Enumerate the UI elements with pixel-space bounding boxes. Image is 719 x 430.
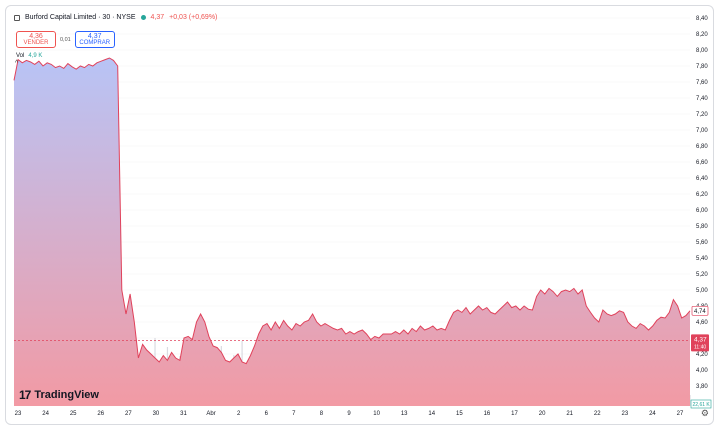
volume-label: Vol xyxy=(16,53,25,59)
y-tick-label: 5,60 xyxy=(696,240,708,246)
y-tick-label: 6,80 xyxy=(696,144,708,150)
countdown-value: 11:40 xyxy=(694,344,706,350)
y-tick-label: 3,80 xyxy=(696,384,708,390)
tradingview-logo[interactable]: 17 TradingView xyxy=(19,388,99,402)
buy-price: 4,37 xyxy=(87,33,102,40)
current-price-value: 4,37 xyxy=(694,336,707,343)
x-tick-label: 23 xyxy=(621,411,628,417)
x-tick-label: 26 xyxy=(97,411,104,417)
x-tick-label: 24 xyxy=(649,411,656,417)
symbol-header[interactable]: Burford Capital Limited · 30 · NYSE 4,37… xyxy=(14,14,217,21)
y-tick-label: 8,00 xyxy=(696,48,708,54)
y-tick-label: 4,20 xyxy=(696,352,708,358)
y-tick-label: 6,40 xyxy=(696,176,708,182)
x-tick-label: 7 xyxy=(292,411,296,417)
x-tick-label: 16 xyxy=(484,411,491,417)
settings-gear-icon[interactable]: ⚙ xyxy=(700,408,709,418)
tradingview-logo-text: TradingView xyxy=(34,389,99,401)
sell-button[interactable]: 4,36 VENDER xyxy=(16,31,56,48)
x-tick-label: 13 xyxy=(401,411,408,417)
price-area xyxy=(14,58,690,406)
level-value: 4,74 xyxy=(694,309,706,315)
x-tick-label: 27 xyxy=(677,411,684,417)
buy-button[interactable]: 4,37 COMPRAR xyxy=(74,31,115,48)
y-tick-label: 4,00 xyxy=(696,368,708,374)
y-tick-label: 7,60 xyxy=(696,80,708,86)
y-tick-label: 7,20 xyxy=(696,112,708,118)
symbol-icon xyxy=(14,14,20,21)
y-tick-label: 6,60 xyxy=(696,160,708,166)
spread-value: 0,01 xyxy=(60,36,71,43)
y-tick-label: 6,20 xyxy=(696,192,708,198)
x-tick-label: 8 xyxy=(320,411,324,417)
y-tick-label: 5,80 xyxy=(696,224,708,230)
x-tick-label: 25 xyxy=(70,411,77,417)
x-tick-label: 27 xyxy=(125,411,132,417)
chart-frame: 8,40 8,20 8,00 7,80 7,60 7,40 7,20 7,00 6,80 6,60… xyxy=(5,5,714,425)
x-tick-label: 20 xyxy=(539,411,546,417)
x-tick-label: 30 xyxy=(153,411,160,417)
tradingview-logo-icon: 17 xyxy=(19,388,31,402)
volume-axis-value: 22,61 K xyxy=(693,402,711,408)
price-chart[interactable]: 8,40 8,20 8,00 7,80 7,60 7,40 7,20 7,00 6,80 6,60… xyxy=(6,6,713,424)
y-tick-label: 8,20 xyxy=(696,32,708,38)
x-tick-label: 17 xyxy=(511,411,518,417)
x-tick-label: 22 xyxy=(594,411,601,417)
collapse-legend-icon[interactable]: ^ xyxy=(15,60,19,67)
sell-price: 4,36 xyxy=(29,33,43,40)
y-tick-label: 6,00 xyxy=(696,208,708,214)
y-tick-label: 5,00 xyxy=(696,288,708,294)
y-tick-label: 7,80 xyxy=(696,64,708,70)
volume-legend[interactable]: Vol 4,9 K xyxy=(16,53,42,59)
x-tick-label: 21 xyxy=(566,411,573,417)
x-tick-label: 31 xyxy=(180,411,187,417)
x-tick-label: Abr xyxy=(206,411,215,417)
x-tick-label: 9 xyxy=(347,411,351,417)
symbol-title: Burford Capital Limited · 30 · NYSE xyxy=(25,14,136,21)
header-price: 4,37 xyxy=(150,14,165,21)
volume-axis-label: 22,61 K xyxy=(690,399,712,409)
y-tick-label: 5,20 xyxy=(696,272,708,278)
buy-label: COMPRAR xyxy=(79,40,111,46)
x-tick-label: 10 xyxy=(373,411,380,417)
x-tick-label: 14 xyxy=(428,411,435,417)
y-tick-label: 7,00 xyxy=(696,128,708,134)
market-status-icon xyxy=(140,15,146,20)
sell-label: VENDER xyxy=(23,40,49,46)
y-tick-label: 8,40 xyxy=(696,16,708,22)
header-change: +0,03 (+0,69%) xyxy=(169,14,218,21)
trade-panel: 4,36 VENDER 0,01 4,37 COMPRAR xyxy=(16,31,115,48)
y-tick-label: 4,60 xyxy=(696,320,708,326)
y-tick-label: 7,40 xyxy=(696,96,708,102)
x-tick-label: 6 xyxy=(265,411,269,417)
level-label: 4,74 xyxy=(691,305,709,316)
price-line xyxy=(13,57,691,365)
x-tick-label: 23 xyxy=(15,411,22,417)
x-tick-label: 15 xyxy=(456,411,463,417)
y-tick-label: 5,40 xyxy=(696,256,708,262)
volume-value: 4,9 K xyxy=(28,53,43,59)
x-tick-label: 24 xyxy=(42,411,49,417)
current-price-label: 4,37 11:40 xyxy=(691,334,709,352)
x-tick-label: 2 xyxy=(237,411,241,417)
